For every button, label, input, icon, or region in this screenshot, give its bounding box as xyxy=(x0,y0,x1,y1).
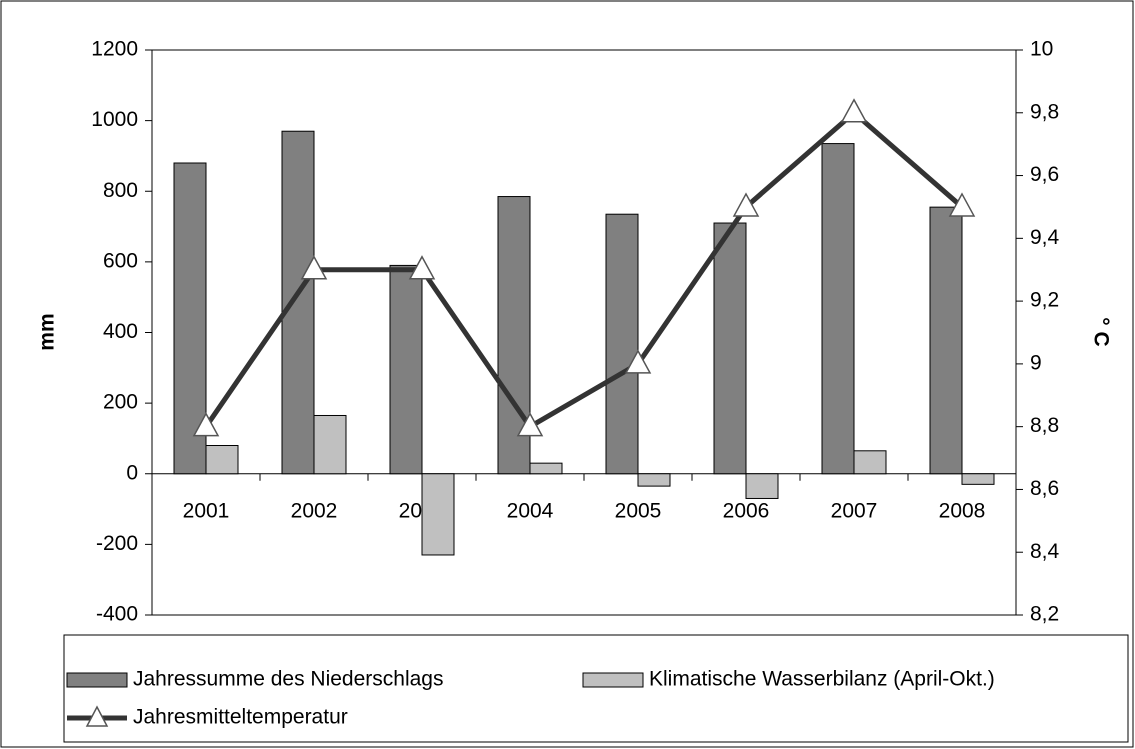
legend-box xyxy=(63,634,1129,743)
bar xyxy=(205,445,239,475)
bar xyxy=(745,473,779,499)
y2-tick-label: 10 xyxy=(1030,38,1053,61)
y-tick-label: 200 xyxy=(103,391,138,414)
bar xyxy=(281,130,315,475)
y-tick-label: -400 xyxy=(96,603,138,626)
y-tick-label: 1200 xyxy=(91,38,138,61)
x-tick-label: 2006 xyxy=(723,499,770,522)
y-tick-label: 400 xyxy=(103,320,138,343)
legend-label: Klimatische Wasserbilanz (April-Okt.) xyxy=(649,668,995,691)
y-tick-label: 1000 xyxy=(91,108,138,131)
legend-swatch xyxy=(66,672,128,688)
y-tick-label: -200 xyxy=(96,532,138,555)
y-tick-label: 0 xyxy=(126,461,138,484)
x-tick-label: 2004 xyxy=(507,499,554,522)
y2-tick-label: 9 xyxy=(1030,351,1042,374)
legend-swatch xyxy=(582,672,644,688)
bar xyxy=(713,222,747,475)
marker xyxy=(408,255,436,280)
y-axis-label: mm xyxy=(36,313,59,350)
y2-tick-label: 8,8 xyxy=(1030,414,1059,437)
bar xyxy=(853,450,887,475)
y-tick-label: 600 xyxy=(103,249,138,272)
y2-tick-label: 9,6 xyxy=(1030,163,1059,186)
legend-label: Jahresmitteltemperatur xyxy=(133,706,348,729)
legend-label: Jahressumme des Niederschlags xyxy=(133,668,443,691)
y2-tick-label: 9,4 xyxy=(1030,226,1060,249)
y2-tick-label: 9,8 xyxy=(1030,100,1059,123)
bar xyxy=(389,264,423,475)
marker xyxy=(516,412,544,437)
marker xyxy=(948,192,976,217)
bar xyxy=(529,462,563,475)
bar xyxy=(821,143,855,475)
bar xyxy=(929,206,963,475)
y2-tick-label: 8,4 xyxy=(1030,540,1060,563)
marker xyxy=(300,255,328,280)
bar xyxy=(961,473,995,485)
marker xyxy=(840,98,868,123)
y2-tick-label: 8,6 xyxy=(1030,477,1059,500)
x-tick-label: 2007 xyxy=(831,499,878,522)
x-tick-label: 2005 xyxy=(615,499,662,522)
marker xyxy=(192,412,220,437)
marker xyxy=(732,192,760,217)
y2-axis-label: ° C xyxy=(1089,317,1112,346)
legend-marker xyxy=(85,705,109,727)
marker xyxy=(624,349,652,374)
y-tick-label: 800 xyxy=(103,179,138,202)
x-tick-label: 2001 xyxy=(183,499,230,522)
bar xyxy=(421,473,455,556)
bar xyxy=(605,213,639,475)
x-tick-label: 2008 xyxy=(939,499,986,522)
bar xyxy=(637,473,671,487)
bar xyxy=(313,414,347,475)
y2-tick-label: 9,2 xyxy=(1030,289,1059,312)
line xyxy=(203,109,964,430)
y2-tick-label: 8,2 xyxy=(1030,603,1059,626)
x-tick-label: 2002 xyxy=(291,499,338,522)
